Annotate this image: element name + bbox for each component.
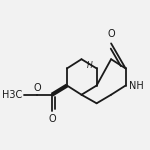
Text: O: O xyxy=(34,83,41,93)
Text: O: O xyxy=(107,29,115,39)
Text: H: H xyxy=(87,61,92,70)
Text: NH: NH xyxy=(129,81,144,91)
Text: O: O xyxy=(48,114,56,124)
Text: H3C: H3C xyxy=(2,90,22,100)
